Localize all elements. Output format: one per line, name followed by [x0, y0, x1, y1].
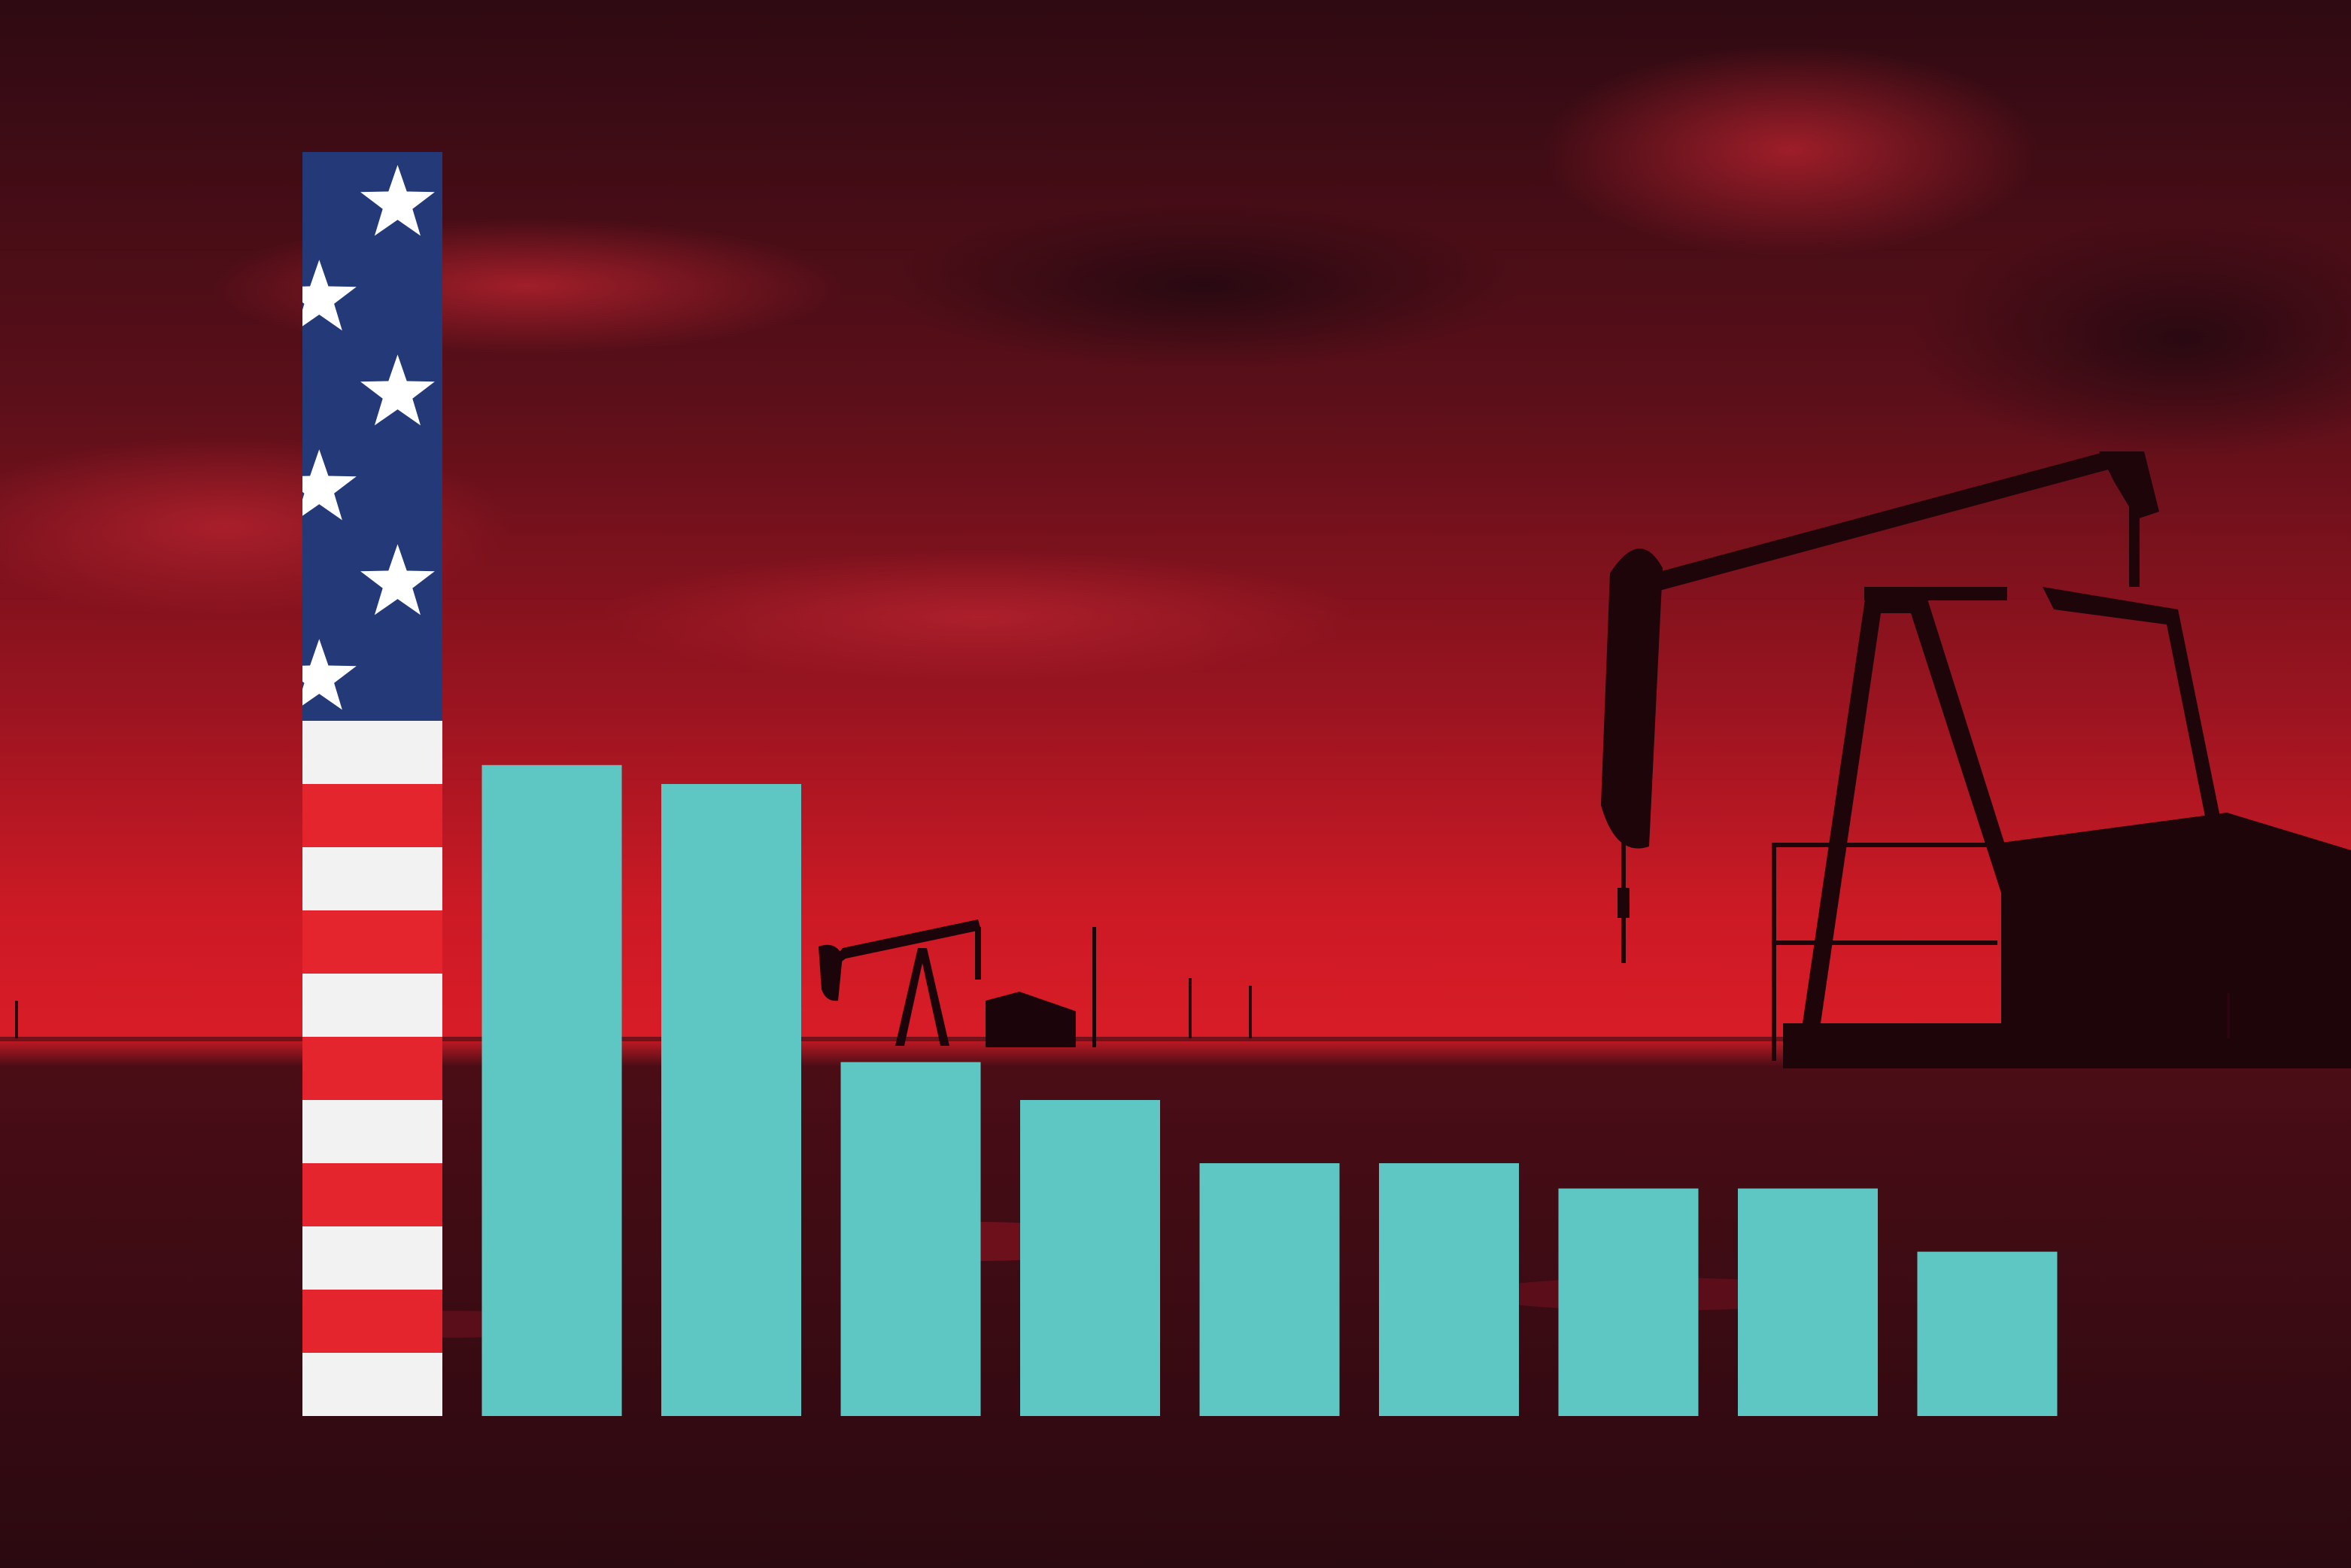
flag-red-stripe: [302, 1163, 442, 1226]
bar: [1379, 1163, 1519, 1416]
bar: [1558, 1188, 1699, 1416]
pumpjack-large-silhouette: [1601, 451, 2351, 1068]
cloud: [1542, 45, 2039, 256]
flag-red-stripe: [302, 1037, 442, 1100]
bars-layer: [302, 152, 2058, 1416]
flag-canton: [302, 152, 442, 721]
flag-red-stripe: [302, 784, 442, 847]
bar: [661, 784, 801, 1416]
distant-poles: [15, 978, 2230, 1038]
flag-red-stripe: [302, 910, 442, 974]
bar: [1020, 1100, 1160, 1416]
bar: [1738, 1188, 1878, 1416]
flag-star: [302, 449, 357, 521]
cloud: [602, 549, 1354, 685]
bar-flag: [302, 152, 442, 1416]
flag-star: [302, 639, 357, 710]
bar: [1199, 1163, 1340, 1416]
flag-star: [360, 544, 435, 615]
flag-red-stripe: [302, 1290, 442, 1353]
bar: [481, 764, 622, 1416]
flag-star: [360, 354, 435, 426]
bar: [840, 1062, 981, 1416]
cloud: [888, 203, 1520, 369]
flag-star: [302, 260, 357, 331]
pumpjack-small-silhouette: [819, 919, 1096, 1047]
flag-star: [360, 165, 435, 236]
cloud: [1911, 218, 2351, 459]
bar: [1917, 1251, 2058, 1416]
